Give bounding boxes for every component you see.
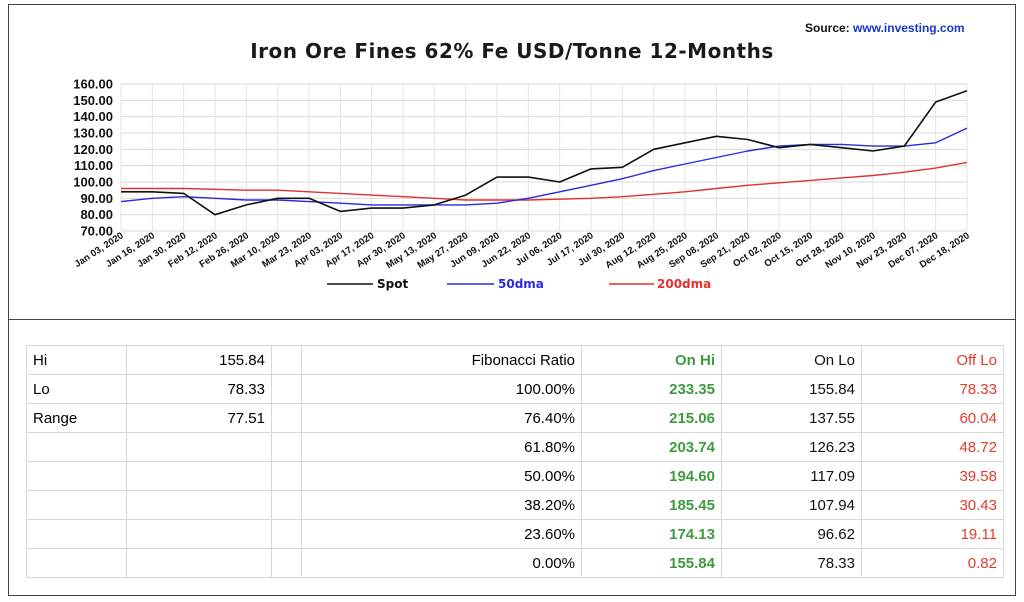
empty-cell <box>26 490 127 520</box>
off-lo-cell: 39.58 <box>861 461 1004 491</box>
on-lo-cell: 117.09 <box>721 461 862 491</box>
y-tick-label: 90.00 <box>80 191 113 206</box>
on-lo-cell: 107.94 <box>721 490 862 520</box>
summary-value: 155.84 <box>126 345 272 375</box>
divider <box>9 319 1015 320</box>
fibonacci-table: Hi 155.84 Fibonacci Ratio On Hi On Lo Off Lo L… <box>26 345 1004 578</box>
summary-label: Hi <box>26 345 127 375</box>
off-lo-cell: 30.43 <box>861 490 1004 520</box>
chart-panel: Source: www.investing.com Iron Ore Fines… <box>9 5 1015 319</box>
empty-cell <box>26 432 127 462</box>
off-lo-cell: 0.82 <box>861 548 1004 578</box>
source-link[interactable]: www.investing.com <box>853 21 965 35</box>
y-tick-label: 130.00 <box>73 126 113 141</box>
y-tick-label: 70.00 <box>80 224 113 239</box>
on-hi-cell: 155.84 <box>581 548 722 578</box>
y-tick-label: 110.00 <box>74 158 113 173</box>
summary-value: 78.33 <box>126 374 272 404</box>
fib-ratio-cell: 50.00% <box>301 461 582 491</box>
fib-ratio-header: Fibonacci Ratio <box>301 345 582 375</box>
empty-cell <box>271 490 302 520</box>
on-hi-cell: 203.74 <box>581 432 722 462</box>
off-lo-cell: 19.11 <box>861 519 1004 549</box>
off-lo-cell: 78.33 <box>861 374 1004 404</box>
summary-label: Lo <box>26 374 127 404</box>
empty-cell <box>271 345 302 375</box>
y-tick-label: 150.00 <box>73 93 113 108</box>
source-label: Source: <box>805 21 850 35</box>
fib-ratio-cell: 23.60% <box>301 519 582 549</box>
table-row: Lo 78.33 100.00% 233.35 155.84 78.33 <box>26 374 1004 404</box>
on-hi-cell: 194.60 <box>581 461 722 491</box>
empty-cell <box>126 548 272 578</box>
table-row: 0.00% 155.84 78.33 0.82 <box>26 548 1004 578</box>
summary-value: 77.51 <box>126 403 272 433</box>
empty-cell <box>271 548 302 578</box>
legend-label: Spot <box>377 277 408 291</box>
on-hi-cell: 185.45 <box>581 490 722 520</box>
on-hi-cell: 215.06 <box>581 403 722 433</box>
y-tick-label: 80.00 <box>80 207 113 222</box>
on-lo-cell: 137.55 <box>721 403 862 433</box>
on-hi-cell: 233.35 <box>581 374 722 404</box>
empty-cell <box>126 519 272 549</box>
empty-cell <box>271 403 302 433</box>
on-lo-cell: 96.62 <box>721 519 862 549</box>
empty-cell <box>26 548 127 578</box>
on-hi-cell: 174.13 <box>581 519 722 549</box>
on-lo-cell: 126.23 <box>721 432 862 462</box>
table-row: 23.60% 174.13 96.62 19.11 <box>26 519 1004 549</box>
fib-ratio-cell: 0.00% <box>301 548 582 578</box>
empty-cell <box>26 461 127 491</box>
fib-ratio-cell: 61.80% <box>301 432 582 462</box>
on-lo-header: On Lo <box>721 345 862 375</box>
dma50-series-line <box>120 127 968 206</box>
y-tick-label: 140.00 <box>73 109 113 124</box>
table-row: 50.00% 194.60 117.09 39.58 <box>26 461 1004 491</box>
table-header-row: Hi 155.84 Fibonacci Ratio On Hi On Lo Off Lo <box>26 345 1004 375</box>
spot-series-line <box>121 90 968 216</box>
y-tick-label: 160.00 <box>73 77 113 92</box>
dma200-series-line <box>121 161 968 201</box>
on-hi-header: On Hi <box>581 345 722 375</box>
empty-cell <box>271 519 302 549</box>
legend-label: 50dma <box>498 277 544 291</box>
chart-title: Iron Ore Fines 62% Fe USD/Tonne 12-Month… <box>250 39 774 63</box>
table-row: Range 77.51 76.40% 215.06 137.55 60.04 <box>26 403 1004 433</box>
table-row: 61.80% 203.74 126.23 48.72 <box>26 432 1004 462</box>
empty-cell <box>271 461 302 491</box>
empty-cell <box>126 490 272 520</box>
on-lo-cell: 78.33 <box>721 548 862 578</box>
off-lo-cell: 60.04 <box>861 403 1004 433</box>
on-lo-cell: 155.84 <box>721 374 862 404</box>
empty-cell <box>271 432 302 462</box>
fib-ratio-cell: 76.40% <box>301 403 582 433</box>
y-tick-label: 120.00 <box>73 142 113 157</box>
empty-cell <box>126 461 272 491</box>
table-row: 38.20% 185.45 107.94 30.43 <box>26 490 1004 520</box>
fib-ratio-cell: 100.00% <box>301 374 582 404</box>
empty-cell <box>26 519 127 549</box>
legend-label: 200dma <box>657 277 711 291</box>
empty-cell <box>126 432 272 462</box>
figure-frame: Source: www.investing.com Iron Ore Fines… <box>8 4 1016 596</box>
y-tick-label: 100.00 <box>73 175 113 190</box>
source-note: Source: www.investing.com <box>805 21 965 35</box>
empty-cell <box>271 374 302 404</box>
off-lo-cell: 48.72 <box>861 432 1004 462</box>
fib-ratio-cell: 38.20% <box>301 490 582 520</box>
summary-label: Range <box>26 403 127 433</box>
off-lo-header: Off Lo <box>861 345 1004 375</box>
